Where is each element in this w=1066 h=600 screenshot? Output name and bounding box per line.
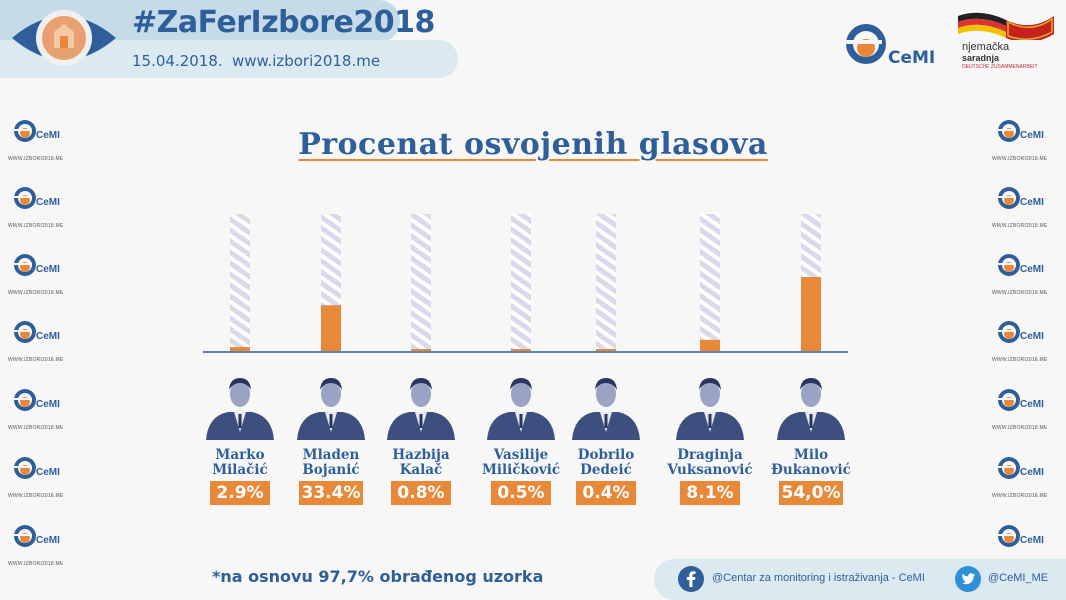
- bar: [321, 305, 341, 351]
- bar: [596, 349, 616, 351]
- partner-name-2: saradnja: [962, 53, 1000, 63]
- candidate-name: Vasilije Miličković: [466, 448, 576, 478]
- bar-track: [411, 214, 431, 351]
- chart-title: Procenat osvojenih glasova: [298, 127, 768, 162]
- cemi-stamp-icon: [996, 525, 1020, 547]
- side-stamp: CeMI WWW.IZBORI2018.ME: [8, 185, 78, 237]
- cemi-stamp-icon: [12, 321, 36, 343]
- bar-track: [511, 214, 531, 351]
- partner-name: njemačka: [962, 41, 1010, 53]
- side-stamp: CeMI WWW.IZBORI2018.ME: [8, 319, 78, 371]
- candidate-name: Milo Đukanović: [756, 448, 866, 478]
- footnote: *na osnovu 97,7% obrađenog uzorka: [212, 567, 544, 586]
- cemi-logo-text: CeMI: [888, 48, 936, 68]
- candidate-photo: [777, 378, 845, 440]
- bar: [700, 339, 720, 351]
- candidate-photo: [676, 378, 744, 440]
- bar: [411, 349, 431, 351]
- candidate-photo: [487, 378, 555, 440]
- data-label: 2.9%: [210, 481, 270, 505]
- cemi-stamp-icon: [12, 525, 36, 547]
- candidate-name-line: Milo: [793, 447, 829, 463]
- eye-logo-icon: [12, 10, 116, 66]
- candidate-name-line: Vuksanović: [667, 462, 753, 478]
- facebook-icon[interactable]: [678, 566, 704, 592]
- bar: [801, 277, 821, 351]
- side-stamp: CeMI WWW.IZBORI2018.ME: [8, 455, 78, 507]
- candidate-name: Draginja Vuksanović: [655, 448, 765, 478]
- partner-name-3: DEUTSCHE ZUSAMMENARBEIT: [962, 64, 1038, 70]
- candidate-name-line: Kalač: [399, 462, 443, 478]
- side-stamp: CeMI WWW.IZBORI2018.ME: [992, 455, 1062, 507]
- side-stamp: CeMI WWW.IZBORI2018.ME: [992, 252, 1062, 304]
- cemi-stamp-icon: [996, 120, 1020, 142]
- candidate-name: Hazbija Kalač: [366, 448, 476, 478]
- candidate-name-line: Đukanović: [771, 462, 851, 478]
- cemi-stamp-icon: [996, 321, 1020, 343]
- bar: [511, 349, 531, 351]
- data-label: 8.1%: [680, 481, 740, 505]
- candidate-name-line: Draginja: [677, 447, 743, 463]
- hashtag: #ZaFerIzbore2018: [132, 5, 435, 40]
- candidate-photo: [572, 378, 640, 440]
- candidate-name-line: Dedeić: [580, 462, 632, 478]
- twitter-icon[interactable]: [955, 566, 981, 592]
- bar-track: [596, 214, 616, 351]
- data-label: 0.8%: [391, 481, 451, 505]
- german-montenegrin-flag-icon: [958, 12, 1054, 40]
- candidate-name-line: Milačić: [212, 462, 268, 478]
- date: 15.04.2018.: [132, 52, 223, 70]
- candidate-name: Dobrilo Dedeić: [551, 448, 661, 478]
- bar-track: [230, 214, 250, 351]
- candidate-name-line: Bojanić: [302, 462, 360, 478]
- cemi-stamp-icon: [996, 254, 1020, 276]
- side-stamp: CeMI WWW.IZBORI2018.ME: [8, 387, 78, 439]
- candidate-name-line: Marko: [215, 447, 265, 463]
- twitter-link[interactable]: @CeMI_ME: [988, 572, 1049, 584]
- cemi-stamp-icon: [12, 254, 36, 276]
- candidate-photo: [387, 378, 455, 440]
- candidate-name-line: Dobrilo: [577, 447, 635, 463]
- cemi-stamp-icon: [12, 389, 36, 411]
- candidate-name-line: Vasilije: [493, 447, 549, 463]
- data-label: 0.5%: [491, 481, 551, 505]
- candidate-name-line: Mladen: [302, 447, 360, 463]
- cemi-stamp-icon: [996, 187, 1020, 209]
- side-stamp: CeMI WWW.IZBORI2018.ME: [8, 523, 78, 575]
- data-label: 0.4%: [576, 481, 636, 505]
- cemi-stamp-icon: [12, 457, 36, 479]
- bar-track: [700, 214, 720, 351]
- cemi-stamp-icon: [12, 187, 36, 209]
- side-stamp: CeMI WWW.IZBORI2018.ME: [8, 252, 78, 304]
- data-label: 33.4%: [299, 481, 363, 505]
- side-stamp: CeMI WWW.IZBORI2018.ME: [992, 319, 1062, 371]
- candidate-name: Marko Milačić: [185, 448, 295, 478]
- candidate-photo: [297, 378, 365, 440]
- side-stamp: CeMI WWW.IZBORI2018.ME: [8, 118, 78, 170]
- candidate-name: Mladen Bojanić: [276, 448, 386, 478]
- facebook-link[interactable]: @Centar za monitoring i istraživanja - C…: [712, 572, 925, 584]
- social-bar: [654, 559, 1066, 600]
- cemi-logo-icon: [842, 24, 886, 64]
- website-link[interactable]: www.izbori2018.me: [232, 52, 381, 70]
- candidate-photo: [206, 378, 274, 440]
- side-stamp: CeMI WWW.IZBORI2018.ME: [992, 387, 1062, 439]
- cemi-stamp-icon: [996, 389, 1020, 411]
- bar: [230, 347, 250, 351]
- data-label: 54,0%: [779, 481, 843, 505]
- candidate-name-line: Miličković: [481, 462, 561, 478]
- side-stamp: CeMI WWW.IZBORI2018.ME: [992, 185, 1062, 237]
- side-stamp: CeMI WWW.IZBORI2018.ME: [992, 118, 1062, 170]
- cemi-stamp-icon: [996, 457, 1020, 479]
- candidate-name-line: Hazbija: [392, 447, 450, 463]
- cemi-stamp-icon: [12, 120, 36, 142]
